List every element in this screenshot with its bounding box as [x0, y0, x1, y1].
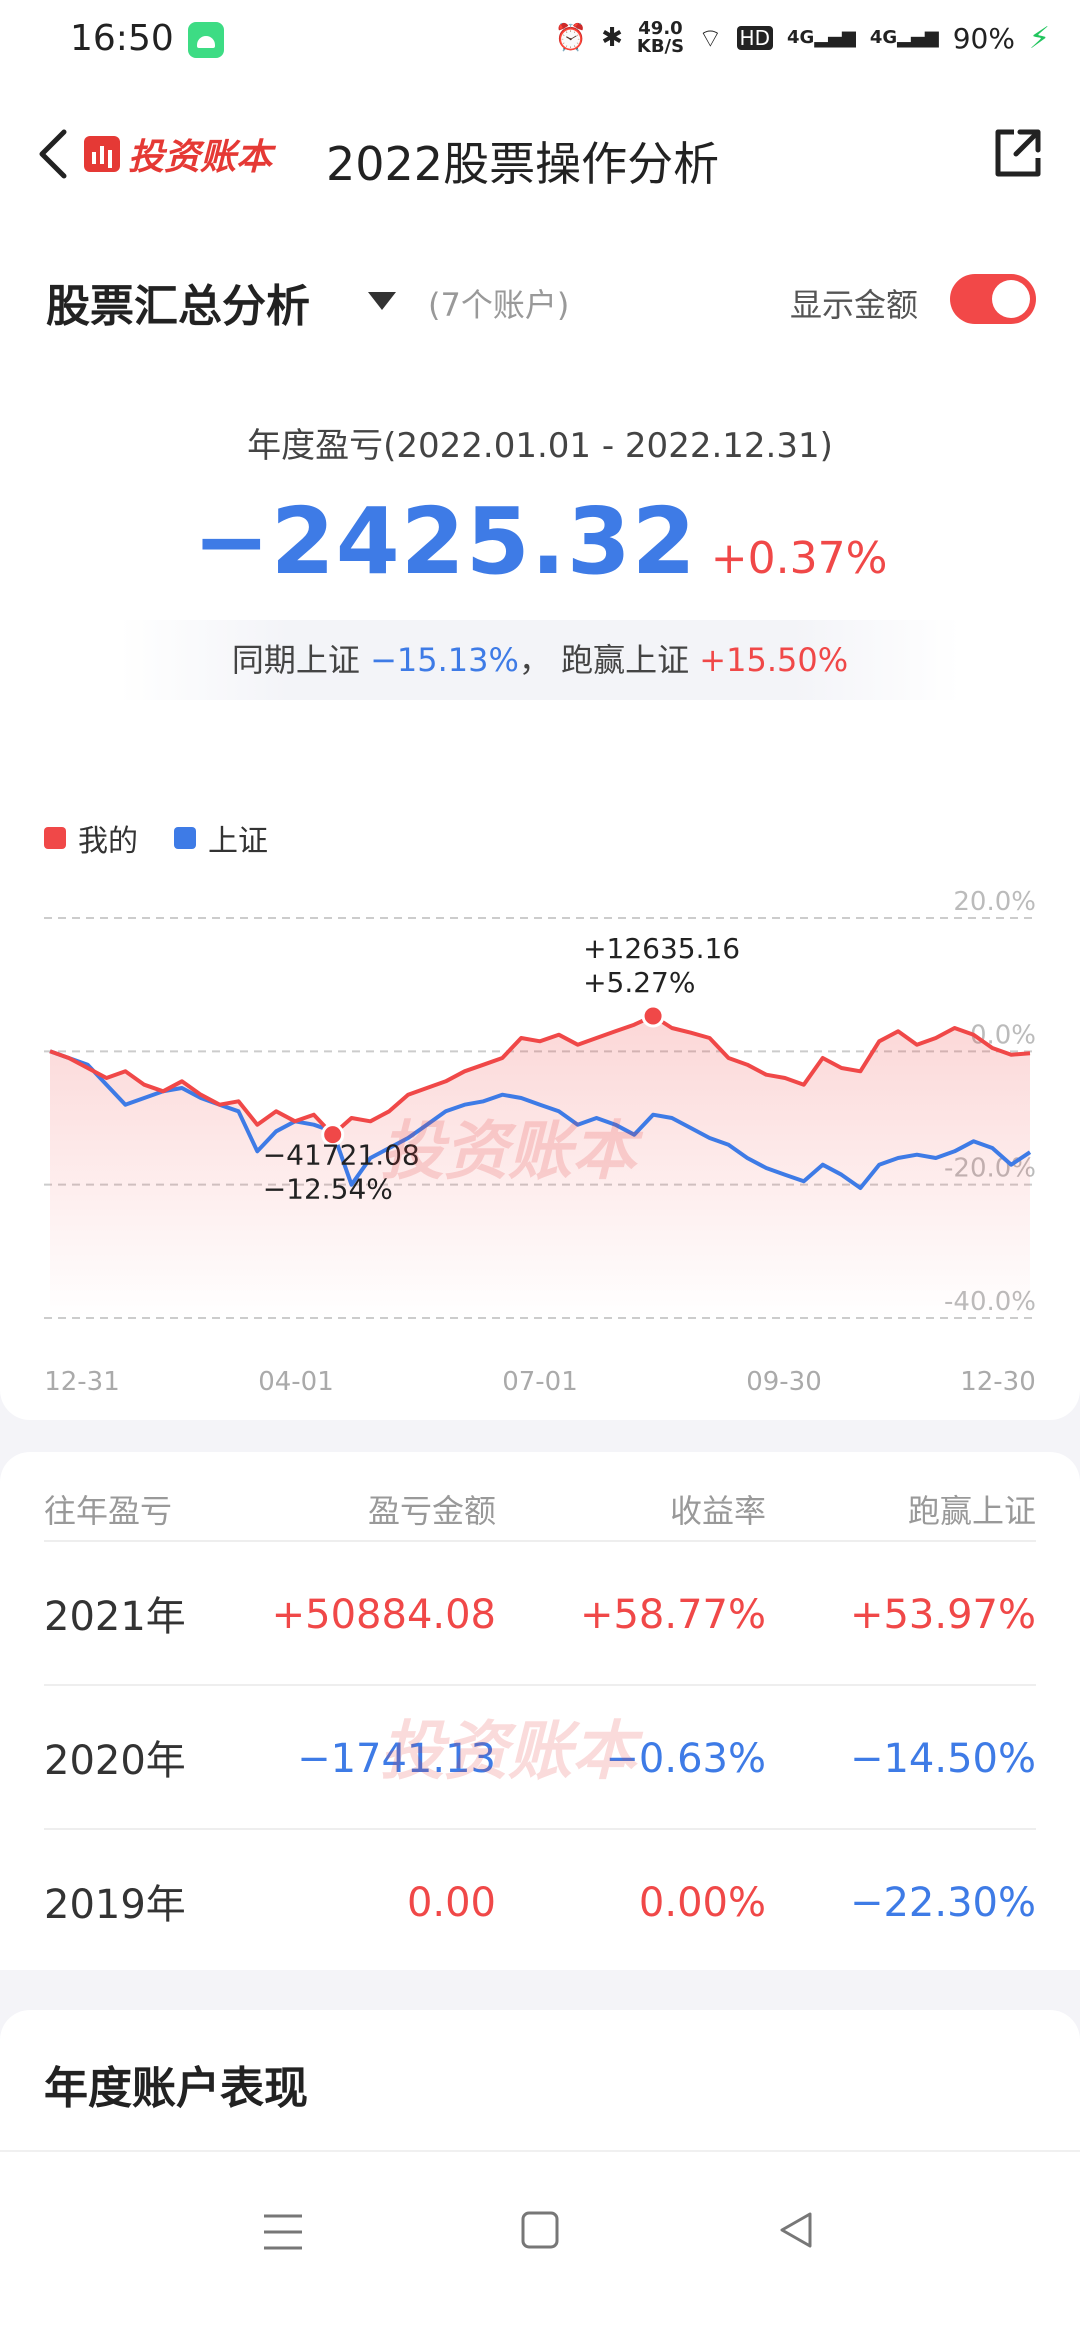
- row-beat: +53.97%: [849, 1592, 1036, 1638]
- share-icon[interactable]: [990, 126, 1046, 182]
- menu-icon[interactable]: [262, 2212, 304, 2252]
- area-mine: [50, 1016, 1030, 1318]
- annotation-label: +5.27%: [583, 966, 695, 999]
- net-type-2: 4G: [869, 27, 898, 48]
- row-amount: 0.00: [406, 1880, 496, 1926]
- back-chevron-icon[interactable]: [34, 126, 74, 182]
- status-icons: ⏰ ✱ 49.0 KB/S ⌔ HD 4G▂▄▆ 4G▂▄▆ 90% ⚡: [555, 20, 1050, 56]
- row-year: 2019年: [44, 1882, 186, 1928]
- alarm-icon: ⏰: [554, 23, 588, 53]
- signal-2: 4G▂▄▆: [869, 27, 939, 48]
- x-tick-label: 07-01: [502, 1367, 578, 1397]
- y-tick-label: 20.0%: [953, 887, 1036, 917]
- show-amount-label: 显示金额: [790, 286, 919, 324]
- x-tick-label: 04-01: [258, 1367, 334, 1397]
- summary-card: 股票汇总分析 (7个账户) 显示金额 年度盈亏(2022.01.01 - 202…: [0, 230, 1080, 1420]
- x-tick-label: 12-30: [960, 1367, 1036, 1397]
- history-header-amount: 盈亏金额: [367, 1492, 496, 1530]
- table-row[interactable]: 2019年 0.00 0.00% −22.30%: [44, 1828, 1036, 1974]
- annotation-dot: [641, 1004, 665, 1028]
- logo-text: 投资账本: [128, 137, 273, 178]
- account-performance-card: 年度账户表现: [0, 2010, 1080, 2150]
- net-speed-value: 49.0: [638, 18, 683, 39]
- logo-icon: [84, 136, 120, 172]
- row-rate: 0.00%: [638, 1880, 766, 1926]
- chart-legend: 我的 上证: [44, 816, 268, 860]
- history-header-year: 往年盈亏: [44, 1492, 173, 1530]
- charging-icon: ⚡: [1028, 20, 1050, 56]
- legend-swatch-mine: [44, 827, 66, 849]
- annotation-label: −41721.08: [263, 1139, 420, 1172]
- app-logo: 投资账本: [84, 132, 272, 178]
- android-notification-icon: [188, 22, 224, 58]
- history-card: 往年盈亏 盈亏金额 收益率 跑赢上证 2021年 +50884.08 +58.7…: [0, 1452, 1080, 1970]
- watermark: 投资账本: [380, 1715, 636, 1789]
- period-label: 年度盈亏(2022.01.01 - 2022.12.31): [247, 426, 833, 466]
- history-header-rate: 收益率: [669, 1492, 766, 1530]
- legend-index: 上证: [208, 824, 268, 859]
- row-rate: −0.63%: [605, 1736, 766, 1782]
- beat-value: +15.50%: [699, 641, 849, 679]
- status-time: 16:50: [70, 18, 174, 59]
- row-year: 2021年: [44, 1594, 186, 1640]
- back-triangle-icon[interactable]: [776, 2210, 816, 2250]
- row-amount: +50884.08: [271, 1592, 496, 1638]
- annotation-dot: [321, 1123, 345, 1147]
- net-type-1: 4G: [787, 27, 815, 48]
- account-count: (7个账户): [428, 286, 570, 324]
- history-header-beat: 跑赢上证: [907, 1492, 1036, 1530]
- table-row[interactable]: 2021年 +50884.08 +58.77% +53.97%: [44, 1540, 1036, 1686]
- bench-label: 同期上证: [231, 641, 360, 679]
- legend-swatch-index: [174, 827, 196, 849]
- battery-level: 90%: [952, 21, 1015, 55]
- table-row[interactable]: 2020年 −1741.13 −0.63% −14.50%: [44, 1684, 1036, 1830]
- app-header: 投资账本 2022股票操作分析: [0, 80, 1080, 230]
- net-speed-unit: KB/S: [636, 36, 685, 57]
- page-title: 2022股票操作分析: [326, 137, 720, 191]
- bench-comma: ，: [518, 641, 551, 679]
- row-beat: −14.50%: [849, 1736, 1036, 1782]
- bluetooth-icon: ✱: [601, 23, 623, 53]
- annotation-label: −12.54%: [263, 1173, 393, 1206]
- watermark: 投资账本: [380, 1115, 636, 1189]
- status-bar: 16:50 ⏰ ✱ 49.0 KB/S ⌔ HD 4G▂▄▆ 4G▂▄▆ 90% …: [0, 0, 1080, 80]
- annual-rate: +0.37%: [710, 533, 888, 584]
- account-performance-title: 年度账户表现: [44, 2063, 308, 2114]
- annual-amount: −2425.32: [192, 488, 697, 595]
- summary-title[interactable]: 股票汇总分析: [46, 281, 310, 332]
- wifi-icon: ⌔: [698, 23, 723, 54]
- x-tick-label: 09-30: [746, 1367, 822, 1397]
- system-nav-bar: [0, 2150, 1080, 2342]
- row-rate: +58.77%: [579, 1592, 766, 1638]
- x-tick-label: 12-31: [44, 1367, 120, 1397]
- row-beat: −22.30%: [849, 1880, 1036, 1926]
- row-year: 2020年: [44, 1738, 186, 1784]
- row-amount: −1741.13: [297, 1736, 496, 1782]
- signal-1: 4G▂▄▆: [787, 27, 856, 48]
- net-speed: 49.0 KB/S: [637, 20, 684, 56]
- performance-chart[interactable]: 20.0%0.0%-20.0%-40.0% +12635.16+5.27%−41…: [0, 870, 1080, 1430]
- benchmark-bar: 同期上证 −15.13%， 跑赢上证 +15.50%: [120, 620, 960, 700]
- bench-value: −15.13%: [370, 641, 519, 679]
- annual-result: −2425.32 +0.37%: [0, 488, 1080, 595]
- show-amount-toggle[interactable]: [950, 274, 1036, 324]
- line-mine: [49, 1014, 1031, 1137]
- hd-icon: HD: [736, 26, 773, 50]
- legend-mine: 我的: [78, 824, 138, 859]
- annotation-label: +12635.16: [583, 932, 740, 965]
- dropdown-triangle-icon[interactable]: [368, 292, 396, 310]
- beat-label: 跑赢上证: [561, 641, 690, 679]
- home-square-icon[interactable]: [520, 2210, 560, 2250]
